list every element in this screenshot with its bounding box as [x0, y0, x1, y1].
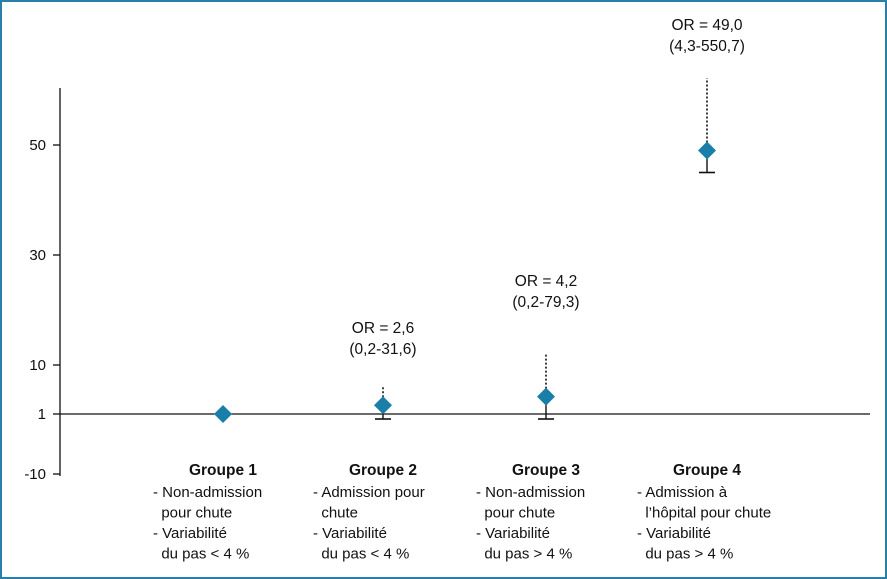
- group-title: Groupe 3: [512, 462, 580, 479]
- or-marker: [214, 405, 232, 423]
- group-title: Groupe 4: [673, 462, 741, 479]
- group-description-line: du pas < 4 %: [313, 546, 409, 563]
- y-tick-label: 30: [29, 247, 46, 264]
- group-description-line: pour chute: [476, 505, 555, 522]
- or-marker: [374, 396, 392, 415]
- or-annotation: (0,2-31,6): [349, 341, 416, 358]
- group-description-line: - Variabilité: [153, 525, 227, 542]
- or-annotation: OR = 2,6: [352, 320, 414, 337]
- group-description-line: - Variabilité: [476, 525, 550, 542]
- group-description-line: pour chute: [153, 505, 232, 522]
- y-tick-label: -10: [24, 466, 46, 483]
- group-description-line: du pas > 4 %: [637, 546, 733, 563]
- group-description-line: l’hôpital pour chute: [637, 505, 771, 522]
- or-marker: [537, 387, 555, 406]
- group-description-line: - Admission à: [637, 484, 728, 501]
- or-annotation: OR = 4,2: [515, 273, 577, 290]
- group-description-line: - Variabilité: [313, 525, 387, 542]
- group-title: Groupe 2: [349, 462, 417, 479]
- y-tick-label: 10: [29, 357, 46, 374]
- or-annotation: (0,2-79,3): [512, 294, 579, 311]
- y-tick-label: 50: [29, 137, 46, 154]
- or-marker: [698, 141, 716, 160]
- group-description-line: du pas > 4 %: [476, 546, 572, 563]
- group-description-line: - Non-admission: [153, 484, 262, 501]
- group-description-line: - Non-admission: [476, 484, 585, 501]
- or-annotation: (4,3-550,7): [669, 38, 745, 55]
- group-description-line: - Admission pour: [313, 484, 425, 501]
- or-annotation: OR = 49,0: [671, 17, 742, 34]
- group-description-line: du pas < 4 %: [153, 546, 249, 563]
- group-description-line: chute: [313, 505, 358, 522]
- group-description-line: - Variabilité: [637, 525, 711, 542]
- y-tick-label: 1: [38, 406, 46, 423]
- group-title: Groupe 1: [189, 462, 257, 479]
